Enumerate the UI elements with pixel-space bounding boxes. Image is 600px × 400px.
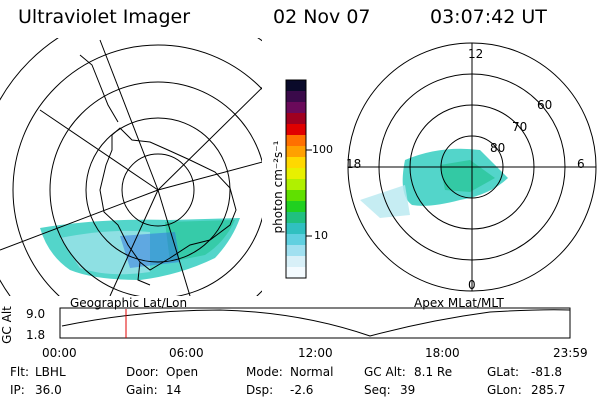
mlat-label-70: 70	[512, 120, 528, 134]
geo-latitude-grid	[0, 38, 262, 296]
antarctica-coastline	[79, 54, 237, 286]
colorbar-segment	[286, 102, 306, 114]
mlt-label-18: 18	[346, 157, 362, 171]
date-label: 02 Nov 07	[273, 6, 371, 28]
status-glat-value: -81.8	[531, 365, 563, 379]
status-filter-label: Flt:	[10, 365, 29, 379]
colorbar-tick-label-100: 100	[312, 143, 333, 156]
status-glon-value: 285.7	[531, 383, 566, 397]
altitude-xtick-3: 18:00	[425, 346, 460, 360]
status-ip-label: IP:	[10, 383, 25, 397]
status-gain-value: 14	[166, 383, 182, 397]
colorbar-segment	[286, 234, 306, 246]
altitude-ytick-min: 1.8	[26, 328, 46, 342]
geo-panel-label: Geographic Lat/Lon	[70, 296, 188, 310]
colorbar-segment	[286, 256, 306, 268]
status-gcalt-value: 8.1 Re	[414, 365, 453, 379]
mlt-label-6: 6	[577, 157, 585, 171]
status-seq-label: Seq:	[364, 383, 391, 397]
altitude-xtick-1: 06:00	[169, 346, 204, 360]
time-label: 03:07:42 UT	[430, 6, 547, 28]
status-seq-value: 39	[400, 383, 416, 397]
apex-mlt-grid	[348, 43, 596, 291]
status-gcalt-label: GC Alt:	[364, 365, 406, 379]
status-mode-value: Normal	[290, 365, 334, 379]
status-ip-value: 36.0	[35, 383, 62, 397]
colorbar-segment	[286, 223, 306, 235]
apex-panel-label: Apex MLat/MLT	[414, 296, 504, 310]
mlt-label-0: 0	[468, 278, 476, 292]
colorbar-segment	[286, 157, 306, 169]
colorbar-segment	[286, 168, 306, 180]
colorbar-segment	[286, 179, 306, 191]
altitude-xtick-0: 00:00	[42, 346, 77, 360]
status-dsp-label: Dsp:	[246, 383, 274, 397]
colorbar-segment	[286, 124, 306, 136]
colorbar-segment	[286, 245, 306, 257]
status-mode-label: Mode:	[246, 365, 283, 379]
colorbar-segment	[286, 113, 306, 125]
colorbar-segment	[286, 190, 306, 202]
apex-emission-image	[360, 148, 508, 218]
status-door-value: Open	[166, 365, 199, 379]
mlt-label-12: 12	[468, 47, 484, 61]
status-dsp-value: -2.6	[290, 383, 314, 397]
instrument-title: Ultraviolet Imager	[18, 6, 191, 28]
colorbar-segment	[286, 91, 306, 103]
colorbar-segment	[286, 146, 306, 158]
altitude-xtick-4: 23:59	[553, 346, 588, 360]
status-gain-label: Gain:	[126, 383, 158, 397]
status-glat-label: GLat:	[487, 365, 520, 379]
altitude-xtick-2: 12:00	[298, 346, 333, 360]
colorbar-segment	[286, 201, 306, 213]
status-glon-label: GLon:	[487, 383, 522, 397]
colorbar-segment	[286, 212, 306, 224]
colorbar	[285, 79, 312, 279]
geo-longitude-grid	[0, 39, 262, 296]
colorbar-segment	[286, 135, 306, 147]
status-door-label: Door:	[126, 365, 159, 379]
mlat-label-80: 80	[490, 141, 506, 155]
colorbar-segment	[286, 267, 306, 279]
status-filter-value: LBHL	[35, 365, 66, 379]
colorbar-segment	[286, 80, 306, 92]
mlat-label-60: 60	[537, 98, 553, 112]
altitude-ytick-max: 9.0	[26, 307, 46, 321]
altitude-curve	[61, 309, 571, 337]
colorbar-tick-label-10: 10	[314, 229, 328, 242]
